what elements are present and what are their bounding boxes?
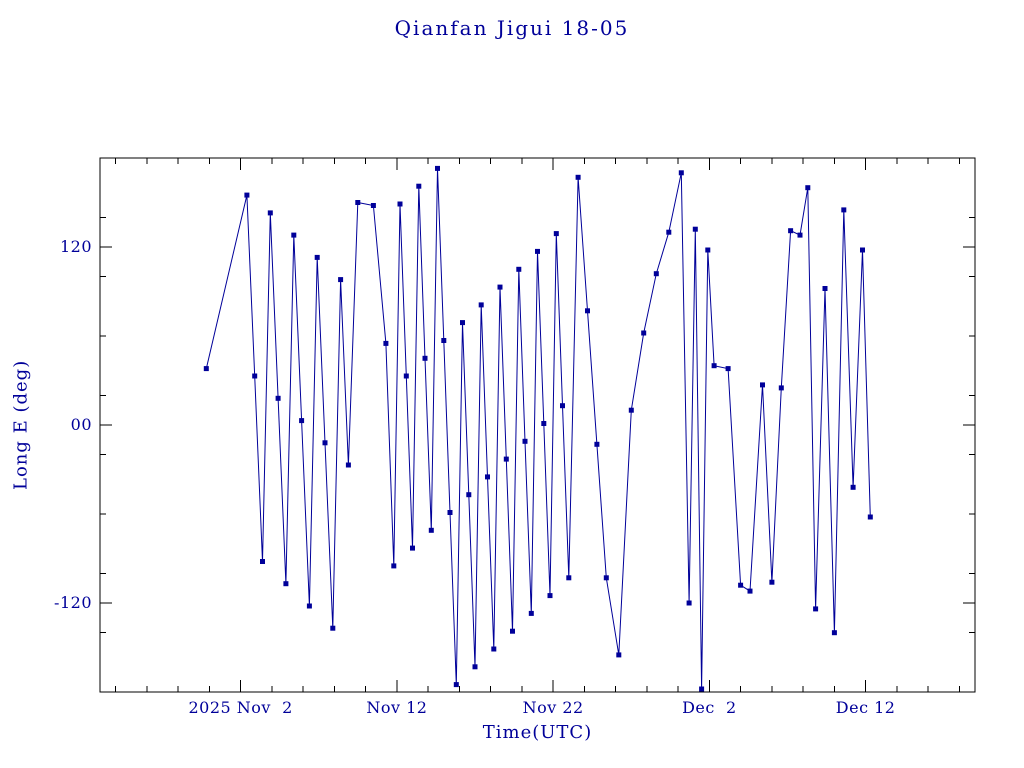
- data-point-marker: [813, 606, 819, 612]
- data-point-marker: [497, 284, 503, 290]
- data-point-marker: [553, 231, 559, 237]
- data-point-marker: [291, 232, 297, 238]
- data-point-marker: [466, 492, 472, 498]
- data-point-marker: [628, 407, 634, 413]
- data-point-marker: [422, 355, 428, 361]
- data-point-marker: [370, 203, 376, 208]
- data-point-marker: [541, 421, 547, 426]
- data-point-marker: [867, 514, 873, 520]
- chart-title: Qianfan Jigui 18-05: [394, 16, 630, 40]
- y-tick-label: -120: [54, 593, 92, 612]
- data-point-marker: [788, 228, 794, 234]
- data-point-marker: [441, 338, 447, 343]
- series-markers: [203, 165, 873, 692]
- data-point-marker: [322, 440, 328, 446]
- series-line: [205, 168, 871, 690]
- data-point-marker: [252, 373, 258, 379]
- data-point-marker: [666, 229, 672, 235]
- data-point-marker: [203, 366, 209, 372]
- data-point-marker: [616, 652, 622, 658]
- data-point-marker: [566, 575, 572, 581]
- data-point-marker: [453, 682, 459, 688]
- data-point-marker: [260, 559, 265, 564]
- data-point-marker: [383, 340, 389, 346]
- x-tick-label: 2025 Nov 2: [188, 698, 293, 717]
- data-point-marker: [575, 174, 581, 180]
- data-point-marker: [641, 330, 647, 336]
- x-tick-label: Nov 22: [522, 698, 584, 717]
- data-point-marker: [692, 226, 698, 232]
- data-point-marker: [738, 582, 744, 588]
- data-point-marker: [528, 610, 534, 616]
- data-point-marker: [338, 277, 344, 283]
- data-point-marker: [472, 664, 478, 670]
- data-point-marker: [769, 579, 775, 585]
- data-point-marker: [822, 286, 828, 291]
- data-point-marker: [725, 366, 731, 372]
- data-point-marker: [447, 510, 453, 515]
- data-point-marker: [460, 320, 465, 326]
- data-point-marker: [841, 207, 847, 213]
- data-point-marker: [594, 441, 600, 447]
- data-point-marker: [805, 185, 811, 191]
- data-point-marker: [299, 418, 305, 424]
- data-point-marker: [345, 462, 351, 468]
- x-axis-label: Time(UTC): [482, 722, 593, 743]
- data-point-marker: [355, 200, 361, 205]
- data-point-marker: [860, 247, 865, 253]
- data-point-marker: [760, 382, 765, 388]
- data-point-marker: [850, 484, 856, 490]
- data-point-marker: [397, 201, 403, 207]
- data-point-marker: [314, 254, 320, 260]
- data-point-marker: [510, 628, 515, 634]
- data-point-marker: [244, 192, 250, 198]
- data-point-marker: [491, 646, 497, 652]
- data-point-marker: [603, 575, 609, 581]
- data-point-marker: [410, 545, 415, 551]
- data-point-marker: [267, 210, 273, 216]
- x-tick-label: Dec 2: [682, 698, 737, 717]
- data-point-marker: [283, 581, 289, 587]
- y-tick-label: 00: [70, 415, 92, 434]
- data-point-marker: [711, 363, 717, 369]
- data-point-marker: [403, 373, 409, 379]
- data-point-marker: [391, 563, 397, 569]
- data-point-marker: [535, 248, 540, 254]
- data-point-marker: [653, 271, 659, 277]
- x-tick-label: Dec 12: [835, 698, 896, 717]
- data-point-marker: [435, 165, 440, 171]
- data-point-marker: [560, 403, 565, 409]
- y-tick-label: 120: [59, 237, 92, 256]
- data-point-marker: [330, 625, 336, 631]
- data-point-marker: [778, 385, 784, 391]
- data-point-marker: [547, 593, 553, 599]
- data-point-marker: [503, 456, 509, 462]
- data-point-marker: [686, 600, 692, 606]
- data-point-marker: [416, 183, 422, 189]
- data-point-marker: [678, 170, 684, 176]
- data-point-marker: [428, 527, 434, 533]
- data-point-marker: [831, 630, 837, 636]
- data-point-marker: [747, 588, 753, 594]
- plot-frame: [99, 157, 976, 693]
- data-point-marker: [275, 395, 281, 401]
- data-point-marker: [485, 474, 490, 480]
- data-point-marker: [705, 247, 711, 253]
- data-point-marker: [585, 308, 590, 314]
- data-point-marker: [478, 302, 484, 308]
- data-point-marker: [699, 686, 705, 692]
- data-point-marker: [306, 603, 312, 609]
- data-point-marker: [516, 266, 522, 272]
- x-tick-label: Nov 12: [366, 698, 428, 717]
- data-point-marker: [797, 232, 803, 238]
- data-point-marker: [522, 438, 528, 444]
